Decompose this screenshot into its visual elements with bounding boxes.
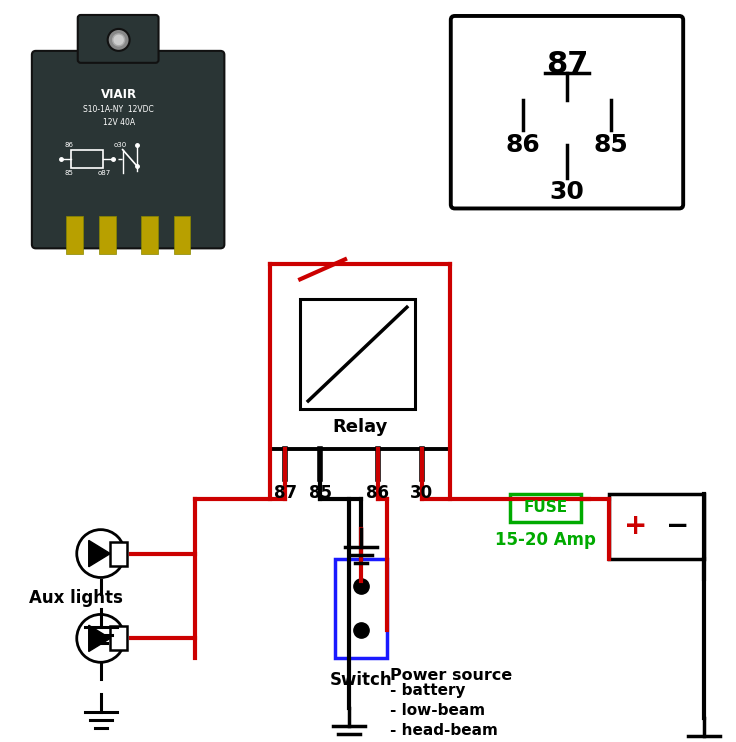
FancyBboxPatch shape <box>32 51 224 249</box>
Text: +: + <box>624 512 648 540</box>
Text: 85: 85 <box>594 133 629 157</box>
Text: S10-1A-NY  12VDC: S10-1A-NY 12VDC <box>83 105 154 114</box>
Text: 12V 40A: 12V 40A <box>102 118 135 127</box>
Bar <box>174 217 191 255</box>
Text: 30: 30 <box>410 484 434 502</box>
Circle shape <box>107 29 130 51</box>
Text: Switch: Switch <box>330 672 392 689</box>
Circle shape <box>77 530 124 577</box>
Bar <box>609 493 704 559</box>
Text: o30: o30 <box>114 142 127 148</box>
Text: 15-20 Amp: 15-20 Amp <box>495 531 596 548</box>
Bar <box>509 493 581 522</box>
Circle shape <box>113 34 124 46</box>
Text: −: − <box>666 512 689 540</box>
Text: - low-beam: - low-beam <box>390 703 485 718</box>
Bar <box>110 542 127 565</box>
Text: - head-beam: - head-beam <box>390 723 498 738</box>
FancyBboxPatch shape <box>450 16 683 209</box>
Polygon shape <box>89 626 110 651</box>
Text: VIAIR: VIAIR <box>101 88 137 101</box>
Bar <box>66 217 82 255</box>
Text: 86: 86 <box>367 484 389 502</box>
Bar <box>300 299 415 409</box>
Circle shape <box>77 614 124 663</box>
Text: 87: 87 <box>274 484 297 502</box>
Bar <box>99 217 116 255</box>
Text: 86: 86 <box>64 142 74 148</box>
Text: FUSE: FUSE <box>523 500 567 515</box>
Polygon shape <box>89 540 110 567</box>
FancyBboxPatch shape <box>78 15 158 63</box>
Text: Power source: Power source <box>390 669 512 683</box>
Text: 86: 86 <box>505 133 540 157</box>
Bar <box>141 217 158 255</box>
Text: 30: 30 <box>550 180 584 203</box>
Text: Aux lights: Aux lights <box>29 589 123 608</box>
Text: 85: 85 <box>64 169 73 176</box>
Bar <box>335 559 387 658</box>
Text: Relay: Relay <box>333 418 388 436</box>
Bar <box>71 150 103 168</box>
Bar <box>110 626 127 650</box>
Text: - battery: - battery <box>390 683 465 698</box>
Bar <box>270 264 450 449</box>
Text: 85: 85 <box>308 484 332 502</box>
Text: o87: o87 <box>98 169 111 176</box>
Text: 87: 87 <box>546 50 588 79</box>
